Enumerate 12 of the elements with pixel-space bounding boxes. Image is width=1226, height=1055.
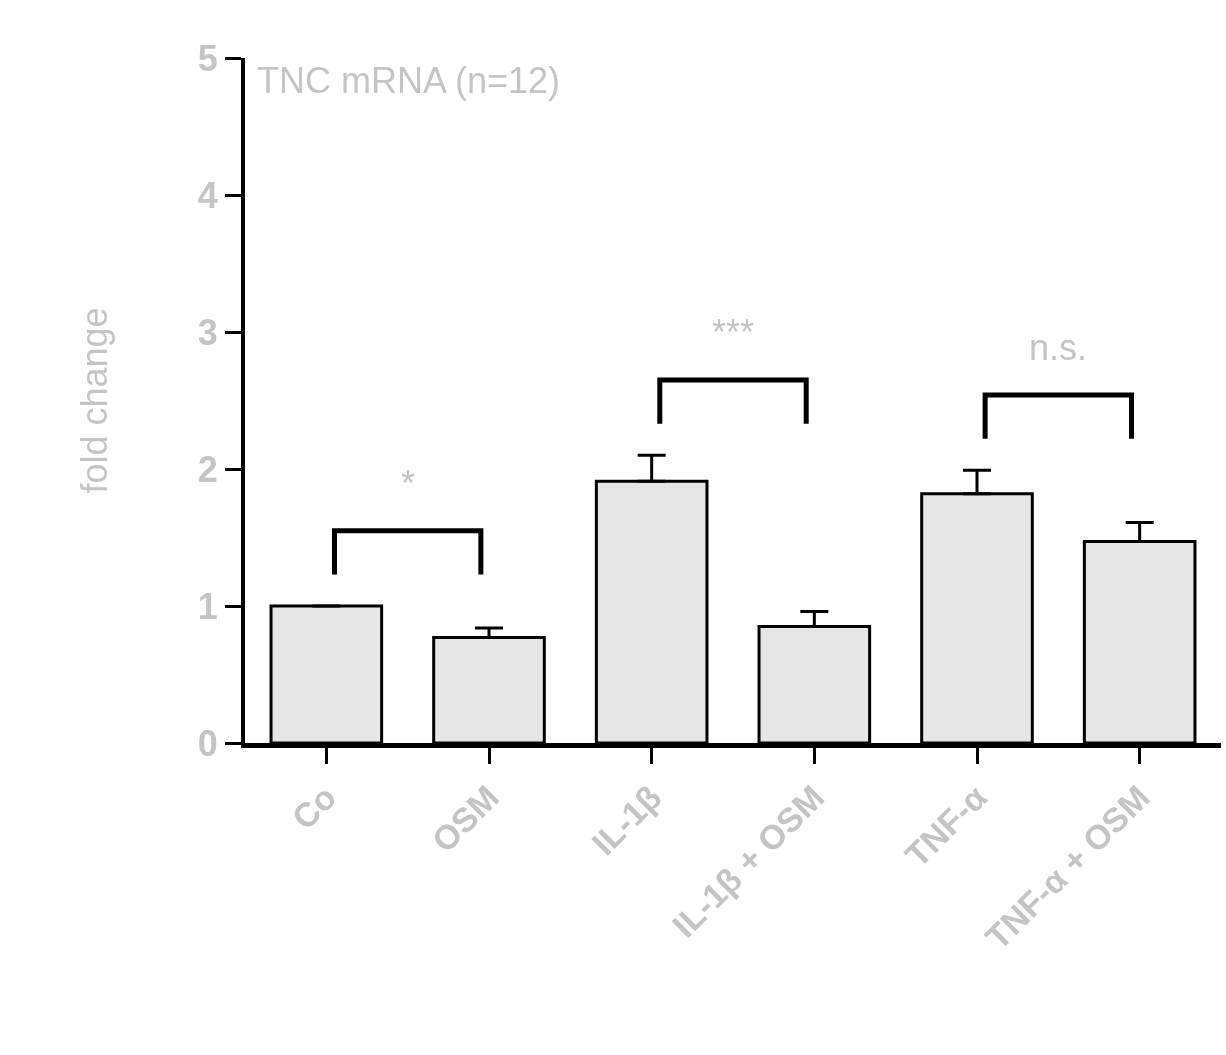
y-axis-title: fold change (74, 307, 116, 494)
y-tick-label: 5 (197, 37, 218, 79)
y-tick-label: 3 (197, 311, 218, 353)
annotation: *** (712, 312, 755, 353)
y-tick-label: 0 (197, 722, 218, 764)
annotation: n.s. (1029, 327, 1088, 368)
chart-title: TNC mRNA (n=12) (257, 60, 561, 101)
annotation: * (401, 463, 416, 504)
y-tick-label: 4 (197, 174, 218, 216)
y-tick-label: 1 (197, 585, 218, 627)
y-tick-label: 2 (197, 448, 218, 490)
x-tick-label: Co (284, 777, 344, 837)
